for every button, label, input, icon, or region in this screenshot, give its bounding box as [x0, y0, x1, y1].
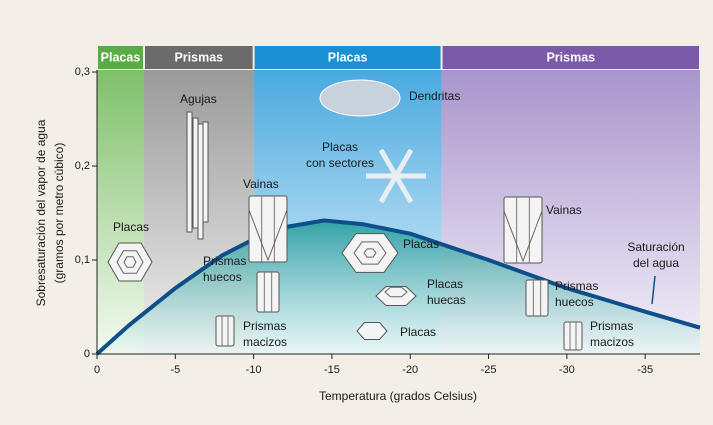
- y-tick-label: 0,1: [75, 254, 90, 266]
- annotation: Placas: [400, 325, 436, 339]
- band-header: [98, 46, 143, 69]
- annotation: Vainas: [243, 177, 279, 191]
- band-label: Placas: [101, 50, 141, 64]
- annotation: macizos: [243, 335, 287, 349]
- band-region: [97, 70, 144, 354]
- y-axis-label: Sobresaturación del vapor de agua: [34, 119, 48, 306]
- crystal: [356, 322, 388, 340]
- annotation: con sectores: [306, 156, 374, 170]
- crystal: [525, 279, 549, 317]
- x-tick-label: -35: [637, 364, 653, 376]
- annotation: huecos: [555, 295, 594, 309]
- annotation: del agua: [633, 256, 679, 270]
- band-label: Placas: [328, 50, 368, 64]
- crystal: [503, 210, 543, 263]
- x-tick-label: -25: [481, 364, 497, 376]
- annotation: Placas: [322, 140, 358, 154]
- annotation: Prismas: [590, 319, 633, 333]
- crystal: [256, 271, 280, 313]
- x-tick-label: 0: [94, 364, 100, 376]
- crystal: [107, 242, 153, 282]
- crystal: [378, 148, 399, 178]
- annotation: Prismas: [555, 279, 598, 293]
- annotation: Placas: [403, 237, 439, 251]
- crystal: [378, 174, 399, 204]
- crystal: [393, 174, 414, 204]
- crystal: [116, 250, 144, 274]
- crystal: [503, 196, 543, 264]
- x-tick-label: -30: [559, 364, 575, 376]
- crystal: [186, 111, 193, 233]
- annotation: Prismas: [203, 254, 246, 268]
- line: [95, 218, 701, 356]
- crystal: [248, 195, 288, 263]
- crystal: [563, 321, 583, 351]
- annotation: Dendritas: [409, 89, 460, 103]
- annotation: macizos: [590, 335, 634, 349]
- y-axis-label: (gramos por metro cúbico): [52, 143, 66, 284]
- annotation: Vainas: [546, 203, 582, 217]
- crystal: [248, 209, 288, 262]
- crystal: [353, 241, 387, 265]
- x-tick-label: -15: [324, 364, 340, 376]
- crystal-icons: [107, 79, 656, 351]
- annotation: Placas: [113, 220, 149, 234]
- x-tick-label: -5: [170, 364, 180, 376]
- crystal: [197, 123, 204, 240]
- crystal: [341, 233, 399, 273]
- annotation: Placas: [427, 277, 463, 291]
- crystal: [192, 117, 199, 229]
- band-header: [254, 46, 441, 69]
- annotation: Agujas: [180, 92, 217, 106]
- crystal: [384, 286, 408, 298]
- band-label: Prismas: [546, 50, 595, 64]
- y-tick-label: 0,3: [75, 66, 90, 78]
- leader-line: [651, 275, 656, 305]
- crystal: [319, 79, 401, 117]
- annotation: Saturación: [627, 240, 684, 254]
- crystal: [393, 148, 414, 178]
- band-label: Prismas: [174, 50, 223, 64]
- x-axis-label: Temperatura (grados Celsius): [319, 389, 477, 403]
- y-tick-label: 0: [84, 348, 90, 360]
- y-tick-label: 0,2: [75, 160, 90, 172]
- band-header: [442, 46, 699, 69]
- x-tick-label: -10: [246, 364, 262, 376]
- annotation: Prismas: [243, 319, 286, 333]
- x-tick-label: -20: [402, 364, 418, 376]
- crystal: [202, 121, 209, 223]
- annotation: huecos: [203, 270, 242, 284]
- annotation: huecas: [427, 293, 466, 307]
- band-header: [144, 46, 253, 69]
- crystal: [215, 315, 235, 347]
